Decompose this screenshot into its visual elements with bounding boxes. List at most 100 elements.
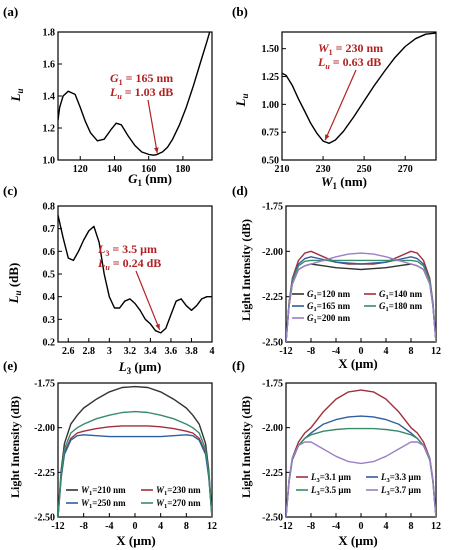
- y-tick-label: 1.2: [43, 124, 56, 135]
- panel-d-xlabel: X (μm): [338, 356, 378, 371]
- y-tick-label: -1.75: [34, 379, 55, 390]
- series-line-1: [58, 32, 211, 156]
- plot-b: 210 230 250 270 0.50 0.75 1.00 1.25 1.50 W1 = 230…: [262, 31, 437, 175]
- x-tick-label: 3.4: [144, 346, 157, 357]
- y-tick-label: 0.7: [43, 224, 56, 235]
- legend-entry: G1=200 nm: [307, 313, 351, 325]
- y-tick-label: 0.50: [262, 156, 280, 167]
- y-tick-label: 0.5: [43, 270, 56, 281]
- x-tick-label: 3.8: [185, 346, 198, 357]
- x-tick-label: 160: [141, 164, 156, 175]
- legend-entry: G1=140 nm: [379, 289, 423, 301]
- plot-d: -12 -8 -4 0 4 8 12 -2.50 -2.25 -2.00 -1.75 G1=120 n…: [262, 202, 441, 358]
- y-tick-label: -2.50: [262, 338, 283, 349]
- plot-c: 2.6 2.8 3 3.2 3.4 3.6 3.8 4 0.2 0.3 0.4 0.5 0.6 0.7 0.…: [43, 202, 215, 358]
- x-tick-label: -4: [105, 521, 113, 532]
- x-tick-label: 2.8: [83, 346, 96, 357]
- x-tick-label: 8: [184, 521, 189, 532]
- y-tick-label: 1.4: [43, 92, 56, 103]
- series-line-1: [282, 32, 436, 144]
- x-tick-label: 4: [384, 346, 389, 357]
- x-tick-label: 0: [133, 521, 138, 532]
- y-tick-label: -2.00: [34, 423, 55, 434]
- x-tick-label: 12: [207, 521, 217, 532]
- legend-entry: L3=3.7 μm: [380, 485, 421, 497]
- legend-entry: L3=3.1 μm: [310, 472, 351, 484]
- annotation-arrow: [135, 270, 161, 331]
- legend-entry: W1=230 nm: [156, 485, 201, 497]
- y-tick-label: -2.25: [34, 468, 55, 479]
- x-tick-label: 270: [398, 164, 413, 175]
- annotation-arrowhead: [155, 323, 160, 330]
- x-tick-label: 230: [316, 164, 331, 175]
- y-tick-label: 0.6: [43, 247, 56, 258]
- x-tick-label: -8: [307, 521, 315, 532]
- x-tick-label: -12: [51, 521, 64, 532]
- plot-f: -12 -8 -4 0 4 8 12 -2.50 -2.25 -2.00 -1.75 L3=3.1 μ…: [262, 379, 441, 533]
- x-tick-label: 180: [175, 164, 190, 175]
- y-tick-label: -2.00: [262, 423, 283, 434]
- x-tick-label: 0: [359, 346, 364, 357]
- annotation-arrowhead: [153, 147, 159, 154]
- plot-frame: [285, 382, 437, 518]
- x-tick-label: -4: [332, 346, 340, 357]
- annotation-arrow: [147, 99, 158, 154]
- x-tick-label: -4: [332, 521, 340, 532]
- x-tick-label: 8: [409, 346, 414, 357]
- y-tick-label: -2.25: [262, 292, 283, 303]
- panel-d-ylabel: Light Intensity (dB): [239, 219, 253, 321]
- annotation-line-1: W1 = 230 nm: [318, 41, 383, 57]
- y-tick-label: 0.2: [43, 338, 56, 349]
- x-tick-label: 3.2: [124, 346, 137, 357]
- x-tick-label: 0: [359, 521, 364, 532]
- x-tick-label: 12: [431, 346, 441, 357]
- y-tick-label: 0.75: [262, 128, 280, 139]
- panel-b-xlabel: W1 (nm): [321, 174, 367, 191]
- x-tick-label: 3: [107, 346, 112, 357]
- x-tick-label: -8: [79, 521, 87, 532]
- panel-f: (f) -12 -8 -4 0 4 8 12 -2.50 -2.25 -2.00 -1.75 L3=3…: [232, 358, 441, 548]
- annotation-arrowhead: [325, 134, 330, 141]
- plot-frame: [281, 31, 437, 161]
- series-line-2: [286, 415, 436, 517]
- y-tick-label: 1.50: [262, 44, 280, 55]
- y-tick-label: -1.75: [262, 202, 283, 213]
- x-tick-label: -12: [279, 346, 292, 357]
- x-tick-label: 3.6: [165, 346, 178, 357]
- y-tick-label: -2.00: [262, 247, 283, 258]
- panel-e: (e) -12 -8 -4 0 4 8 12 -2.50 -2.25 -2.00 -1.75 W1=2…: [3, 358, 217, 548]
- x-tick-label: 250: [357, 164, 372, 175]
- y-tick-label: 1.0: [43, 156, 56, 167]
- series-line-3: [58, 434, 212, 517]
- legend-entry: L3=3.3 μm: [380, 472, 421, 484]
- plot-a: 120 140 160 180 1.0 1.2 1.4 1.6 1.8 G1 = 165 nmLu…: [43, 28, 213, 175]
- plot-frame: [57, 205, 213, 343]
- panel-e-xlabel: X (μm): [116, 533, 156, 548]
- panel-f-tag: (f): [232, 358, 245, 373]
- series-line-5: [286, 252, 436, 342]
- x-tick-label: 4: [210, 346, 215, 357]
- y-tick-label: -2.50: [34, 513, 55, 524]
- series-line-4: [58, 410, 212, 517]
- x-tick-label: 12: [431, 521, 441, 532]
- series-line-2: [58, 425, 212, 517]
- x-tick-label: -12: [279, 521, 292, 532]
- y-tick-label: 1.00: [262, 100, 280, 111]
- y-tick-label: 0.3: [43, 315, 56, 326]
- x-tick-label: 8: [409, 521, 414, 532]
- y-tick-label: 1.8: [43, 28, 56, 39]
- legend-entry: L3=3.5 μm: [310, 485, 351, 497]
- legend-entry: G1=165 nm: [307, 301, 351, 313]
- panel-c-ylabel: Lu (dB): [6, 263, 23, 305]
- annotation-line-1: L3 = 3.5 μm: [97, 242, 157, 258]
- y-tick-label: -1.75: [262, 379, 283, 390]
- annotation-line-2: Lu = 0.63 dB: [317, 55, 381, 71]
- panel-a: (a) 120 140 160 180 1.0 1.2 1.4 1.6 1.8 G1 = 165 …: [3, 4, 213, 188]
- legend-entry: G1=180 nm: [379, 301, 423, 313]
- x-tick-label: 140: [107, 164, 122, 175]
- panel-f-xlabel: X (μm): [338, 533, 378, 548]
- annotation-line-2: Lu = 0.24 dB: [97, 256, 161, 272]
- series-line-1: [58, 214, 212, 334]
- y-tick-label: 1.6: [43, 60, 56, 71]
